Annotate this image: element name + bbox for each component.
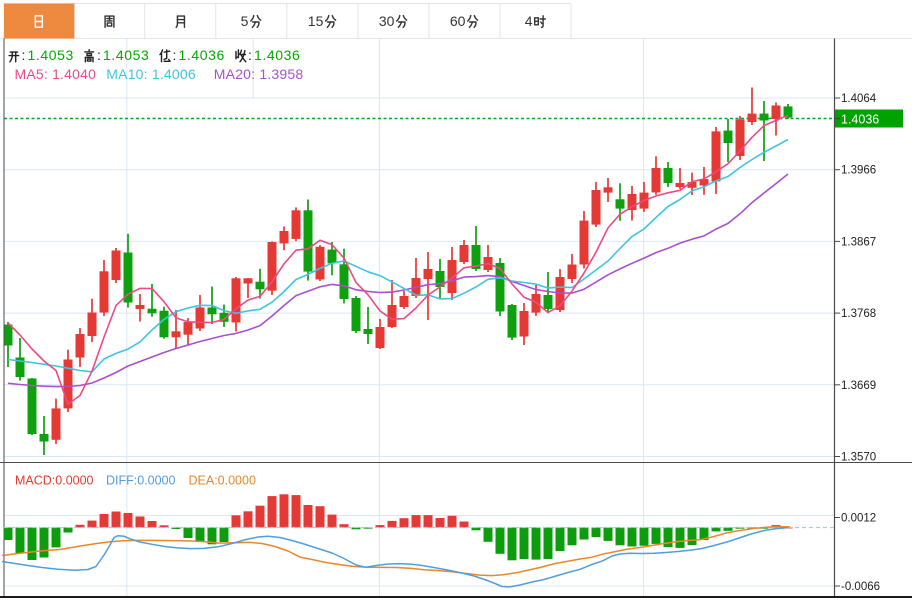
svg-text:1.4053: 1.4053 — [28, 47, 74, 63]
svg-text:DIFF:0.0000: DIFF:0.0000 — [106, 474, 176, 488]
svg-text:1.4064: 1.4064 — [841, 93, 877, 105]
svg-text:30: 30 — [379, 13, 395, 29]
svg-text:1.3570: 1.3570 — [841, 452, 876, 464]
svg-text:1.3768: 1.3768 — [841, 308, 876, 320]
svg-text:MA10: 1.4006: MA10: 1.4006 — [106, 66, 196, 82]
svg-text:1.4036: 1.4036 — [841, 113, 879, 127]
svg-text:DEA:0.0000: DEA:0.0000 — [189, 474, 256, 488]
svg-text:1.3867: 1.3867 — [841, 236, 876, 248]
svg-text::: : — [173, 47, 177, 63]
svg-text:MA20: 1.3958: MA20: 1.3958 — [214, 66, 304, 82]
svg-text::: : — [248, 47, 252, 63]
svg-text:4: 4 — [525, 13, 533, 29]
svg-text:5: 5 — [241, 13, 249, 29]
svg-text:-0.0066: -0.0066 — [841, 581, 880, 593]
svg-text:MA5: 1.4040: MA5: 1.4040 — [15, 66, 97, 82]
svg-text:60: 60 — [450, 13, 466, 29]
svg-text:1.4053: 1.4053 — [103, 47, 149, 63]
svg-text:1.3966: 1.3966 — [841, 165, 876, 177]
svg-text:1.4036: 1.4036 — [254, 47, 300, 63]
svg-text::: : — [97, 47, 101, 63]
svg-text:MACD:0.0000: MACD:0.0000 — [15, 474, 94, 488]
svg-text:0.0012: 0.0012 — [841, 513, 876, 525]
svg-text:1.4036: 1.4036 — [179, 47, 225, 63]
svg-text::: : — [22, 47, 26, 63]
svg-text:15: 15 — [308, 13, 324, 29]
svg-text:1.3669: 1.3669 — [841, 380, 876, 392]
